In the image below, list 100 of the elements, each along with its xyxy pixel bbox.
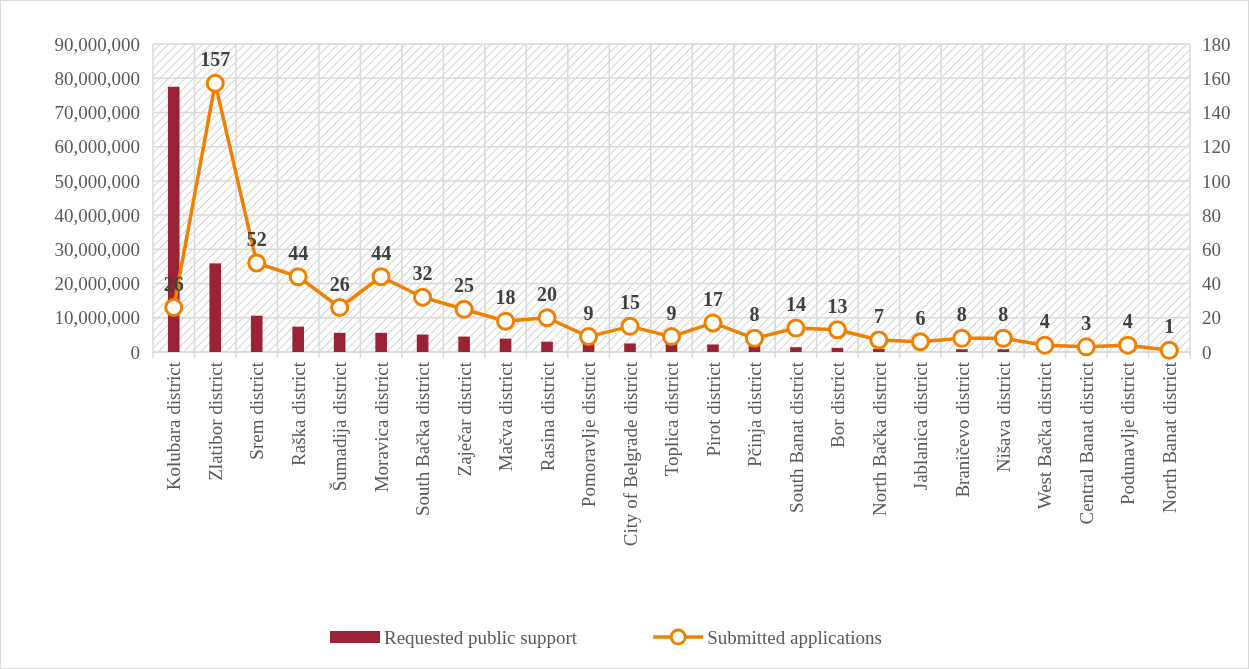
x-tick-label: Bor district xyxy=(827,361,849,449)
point xyxy=(869,330,889,350)
y2-tick-label: 160 xyxy=(1202,67,1231,89)
data-label: 4 xyxy=(1122,310,1133,333)
y-tick-label: 0 xyxy=(130,341,140,363)
y-tick-label: 70,000,000 xyxy=(54,102,140,124)
point xyxy=(620,316,640,336)
bar xyxy=(499,338,512,352)
point xyxy=(993,328,1013,348)
point xyxy=(413,287,433,307)
bar xyxy=(956,349,968,352)
point xyxy=(1118,335,1138,355)
y-tick-label: 80,000,000 xyxy=(54,67,140,89)
x-tick-label: Zaječar district xyxy=(453,361,475,477)
x-tick-label: Jablanica district xyxy=(910,361,932,491)
bar xyxy=(250,315,263,352)
bar xyxy=(375,332,387,352)
data-label: 8 xyxy=(998,303,1009,326)
data-label: 157 xyxy=(200,48,231,71)
legend-label: Submitted applications xyxy=(707,626,882,648)
bar xyxy=(997,349,1010,352)
x-tick-label: Central Banat district xyxy=(1075,361,1097,525)
point xyxy=(247,253,267,273)
data-label: 32 xyxy=(412,262,433,285)
bar xyxy=(541,341,553,352)
point xyxy=(164,298,184,318)
point xyxy=(1076,337,1096,357)
x-tick-label: Pčinja district xyxy=(744,361,766,468)
bar xyxy=(458,336,470,352)
point xyxy=(579,327,599,347)
y2-tick-label: 140 xyxy=(1202,102,1231,124)
data-label: 3 xyxy=(1081,311,1092,334)
x-tick-label: Nišava district xyxy=(992,361,1014,473)
point xyxy=(454,299,474,319)
bar xyxy=(209,263,222,352)
data-label: 44 xyxy=(371,241,392,264)
x-tick-label: Pirot district xyxy=(702,361,724,457)
x-tick-label: Mačva district xyxy=(495,361,517,472)
x-tick-label: Toplica district xyxy=(661,361,683,477)
bar xyxy=(707,344,719,352)
data-label: 17 xyxy=(702,287,723,310)
x-tick-label: Braničevo district xyxy=(951,361,973,498)
x-tick-label: Srem district xyxy=(246,361,268,460)
data-label: 44 xyxy=(288,241,309,264)
y2-tick-label: 120 xyxy=(1202,136,1231,158)
x-tick-label: Šumadija district xyxy=(329,361,351,492)
bar xyxy=(624,343,636,352)
data-label: 26 xyxy=(329,272,350,295)
x-tick-label: West Bačka district xyxy=(1034,361,1056,510)
data-label: 15 xyxy=(620,291,641,314)
point xyxy=(496,311,516,331)
x-tick-label: Rasina district xyxy=(536,361,558,472)
data-label: 8 xyxy=(956,303,967,326)
point xyxy=(786,318,806,338)
point xyxy=(744,328,764,348)
point xyxy=(537,308,557,328)
point xyxy=(910,332,930,352)
y-tick-label: 30,000,000 xyxy=(54,238,140,260)
point xyxy=(952,328,972,348)
data-label: 6 xyxy=(915,306,926,329)
point xyxy=(1159,340,1179,360)
y2-tick-label: 40 xyxy=(1202,273,1221,295)
bar xyxy=(333,332,346,352)
x-tick-label: North Banat district xyxy=(1158,361,1180,513)
x-tick-label: Moravica district xyxy=(370,361,392,493)
data-label: 14 xyxy=(785,293,806,316)
x-tick-label: Pomoravlje district xyxy=(578,361,600,508)
y-tick-label: 50,000,000 xyxy=(54,170,140,192)
x-tick-label: Podunavlje district xyxy=(1117,361,1139,506)
data-label: 9 xyxy=(583,301,594,324)
y-tick-label: 20,000,000 xyxy=(54,273,140,295)
y-tick-label: 40,000,000 xyxy=(54,204,140,226)
point xyxy=(827,320,847,340)
point xyxy=(1035,335,1055,355)
x-tick-label: South Bačka district xyxy=(412,361,434,517)
data-label: 25 xyxy=(454,274,475,297)
data-label: 4 xyxy=(1039,310,1050,333)
y2-tick-label: 180 xyxy=(1202,33,1231,55)
bar xyxy=(416,334,429,352)
data-label: 8 xyxy=(749,303,760,326)
data-label: 9 xyxy=(666,301,677,324)
data-label: 7 xyxy=(873,305,884,328)
data-label: 26 xyxy=(163,272,184,295)
point xyxy=(288,267,308,287)
point xyxy=(703,313,723,333)
x-tick-label: North Bačka district xyxy=(868,361,890,517)
x-tick-label: South Banat district xyxy=(785,361,807,513)
bar xyxy=(292,326,304,352)
data-label: 1 xyxy=(1164,315,1175,338)
point xyxy=(371,267,391,287)
bar xyxy=(873,348,885,352)
y2-tick-label: 80 xyxy=(1202,204,1221,226)
y2-tick-label: 60 xyxy=(1202,238,1221,260)
data-label: 20 xyxy=(537,282,558,305)
y-tick-label: 60,000,000 xyxy=(54,136,140,158)
bar xyxy=(831,347,844,352)
point xyxy=(330,298,350,318)
x-tick-label: City of Belgrade district xyxy=(619,361,641,547)
y-tick-label: 90,000,000 xyxy=(54,33,140,55)
point xyxy=(205,73,225,93)
